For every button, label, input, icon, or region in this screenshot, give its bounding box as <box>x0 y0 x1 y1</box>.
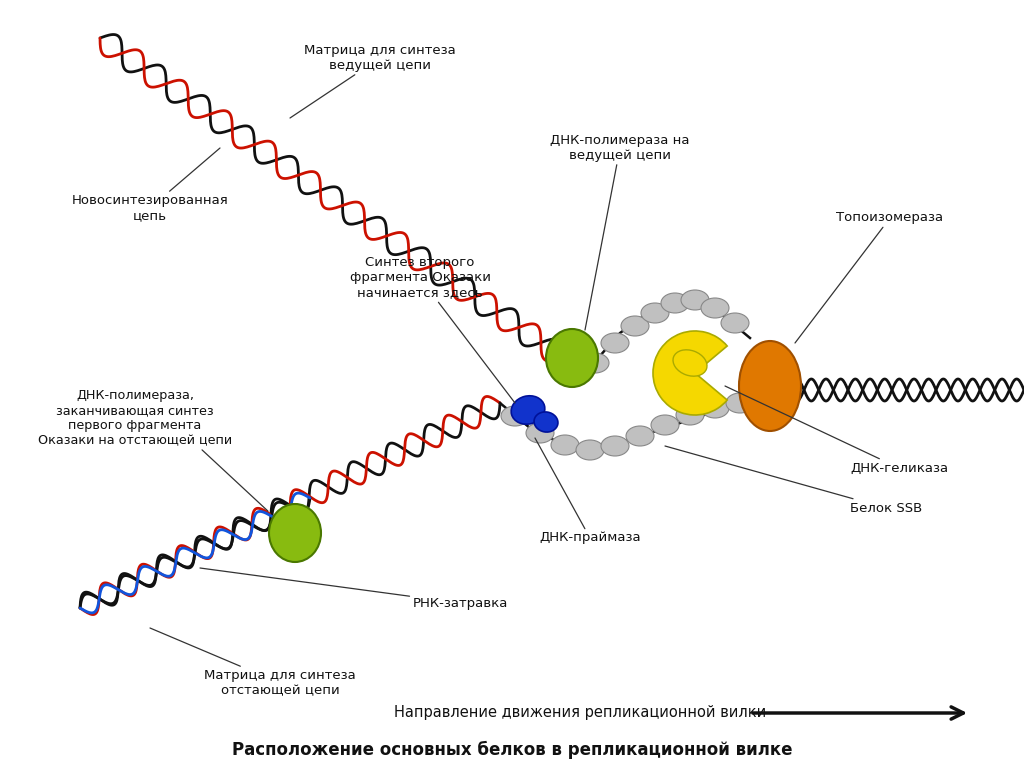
Ellipse shape <box>676 405 705 425</box>
Text: Белок SSB: Белок SSB <box>665 446 923 515</box>
Text: ДНК-полимераза,
заканчивающая синтез
первого фрагмента
Оказаки на отстающей цепи: ДНК-полимераза, заканчивающая синтез пер… <box>38 389 232 447</box>
Ellipse shape <box>269 504 321 562</box>
Ellipse shape <box>701 298 729 318</box>
Text: Матрица для синтеза
отстающей цепи: Матрица для синтеза отстающей цепи <box>150 628 356 697</box>
Text: Топоизомераза: Топоизомераза <box>795 211 943 343</box>
Text: Направление движения репликационной вилки: Направление движения репликационной вилк… <box>394 706 766 720</box>
Ellipse shape <box>626 426 654 446</box>
Ellipse shape <box>511 396 545 424</box>
Ellipse shape <box>535 412 558 432</box>
Ellipse shape <box>739 341 801 431</box>
Text: Расположение основных белков в репликационной вилке: Расположение основных белков в репликаци… <box>231 741 793 759</box>
Text: ДНК-геликаза: ДНК-геликаза <box>725 386 948 475</box>
Ellipse shape <box>641 303 669 323</box>
Ellipse shape <box>601 333 629 353</box>
Ellipse shape <box>526 423 554 443</box>
Ellipse shape <box>575 440 604 460</box>
Ellipse shape <box>581 353 609 373</box>
Ellipse shape <box>601 436 629 456</box>
Text: ДНК-праймаза: ДНК-праймаза <box>535 438 641 545</box>
Ellipse shape <box>673 349 707 376</box>
Ellipse shape <box>501 406 529 426</box>
Ellipse shape <box>546 329 598 387</box>
Ellipse shape <box>721 313 749 333</box>
Text: Новосинтезированная
цепь: Новосинтезированная цепь <box>72 148 228 222</box>
Ellipse shape <box>726 393 754 413</box>
Ellipse shape <box>701 398 729 418</box>
Text: Синтез второго
фрагмента Оказаки
начинается здесь: Синтез второго фрагмента Оказаки начинае… <box>349 257 515 403</box>
Ellipse shape <box>621 316 649 336</box>
Wedge shape <box>653 331 727 415</box>
Text: РНК-затравка: РНК-затравка <box>200 568 508 610</box>
Text: ДНК-полимераза на
ведущей цепи: ДНК-полимераза на ведущей цепи <box>550 134 690 330</box>
Ellipse shape <box>681 290 709 310</box>
Ellipse shape <box>551 435 579 455</box>
Text: Матрица для синтеза
ведущей цепи: Матрица для синтеза ведущей цепи <box>290 44 456 118</box>
Ellipse shape <box>662 293 689 313</box>
Ellipse shape <box>651 415 679 435</box>
